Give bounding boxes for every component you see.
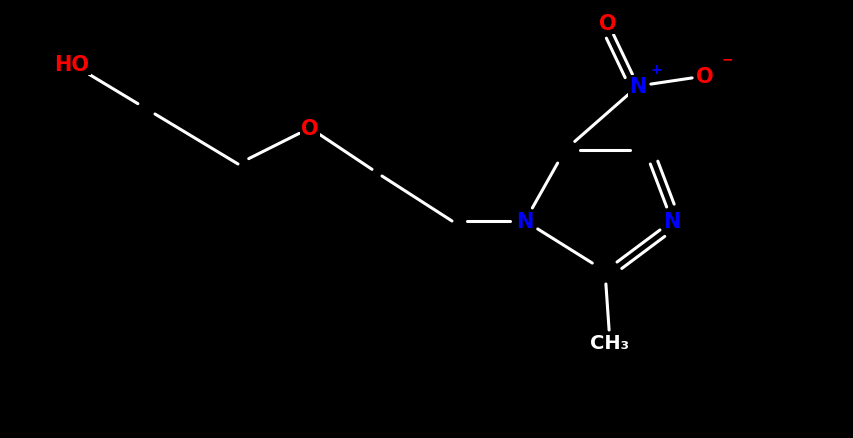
Text: HO: HO [55, 55, 90, 75]
Text: −: − [720, 52, 732, 66]
Text: N: N [516, 212, 533, 231]
Text: O: O [695, 67, 713, 87]
Text: N: N [629, 77, 646, 97]
Text: CH₃: CH₃ [589, 334, 629, 353]
Text: +: + [649, 63, 661, 77]
Text: O: O [599, 14, 616, 34]
Text: O: O [301, 119, 318, 139]
Text: N: N [663, 212, 680, 231]
